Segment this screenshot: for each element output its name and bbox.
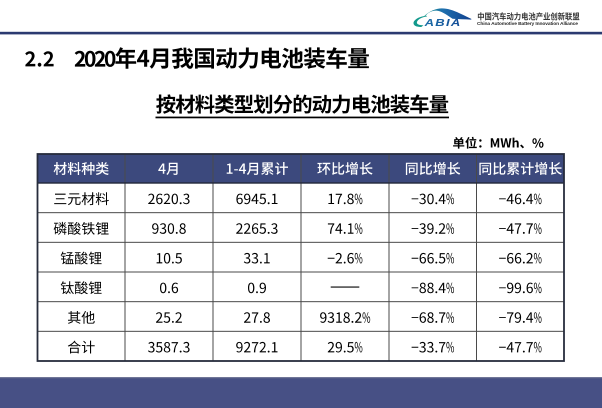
svg-text:ABIA: ABIA xyxy=(423,18,461,28)
svg-text:China Automotive Battery Innov: China Automotive Battery Innovation Alli… xyxy=(477,21,578,27)
